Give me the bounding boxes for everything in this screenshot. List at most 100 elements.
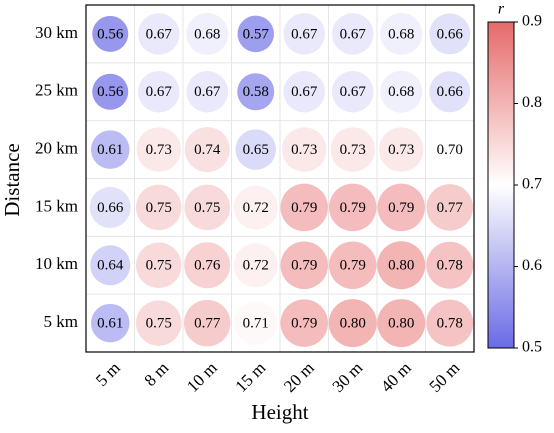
- cell-circle: [282, 127, 327, 172]
- colorbar-tick-label: 0.6: [522, 257, 542, 274]
- cell-label: 0.67: [146, 26, 173, 42]
- cell-label: 0.68: [194, 26, 220, 42]
- cell-label: 0.68: [388, 84, 414, 100]
- cell-circle: [283, 71, 325, 113]
- x-tick-label: 20 m: [280, 358, 318, 396]
- cell-label: 0.73: [340, 142, 366, 158]
- cell-circle: [283, 13, 325, 55]
- cell-circle: [332, 13, 374, 55]
- colorbar-tick-label: 0.7: [522, 176, 542, 193]
- cell-circle: [329, 241, 377, 289]
- cell-circle: [184, 127, 230, 173]
- cell-circle: [429, 13, 471, 55]
- plot-frame: [85, 4, 475, 353]
- cell-circle: [328, 299, 377, 348]
- y-axis-label: Distance: [0, 143, 24, 216]
- cell-label: 0.75: [146, 200, 172, 216]
- cell-circle: [233, 243, 278, 288]
- x-tick-label: 40 m: [377, 358, 415, 396]
- cell-circle: [138, 71, 180, 113]
- cell-label: 0.78: [437, 316, 463, 332]
- cell-label: 0.77: [437, 200, 464, 216]
- cell-circle: [329, 183, 377, 232]
- cell-circle: [237, 15, 274, 53]
- cell-label: 0.67: [291, 26, 318, 42]
- colorbar: [487, 21, 515, 349]
- colorbar-tick-label: 0.5: [522, 339, 542, 356]
- cell-label: 0.61: [97, 316, 123, 332]
- cell-label: 0.73: [146, 142, 172, 158]
- cell-label: 0.79: [291, 200, 317, 216]
- cell-label: 0.72: [243, 258, 269, 274]
- cell-circle: [330, 127, 375, 172]
- cell-label: 0.79: [388, 200, 414, 216]
- cell-circle: [184, 242, 231, 289]
- y-tick-label: 20 km: [35, 138, 78, 157]
- cell-label: 0.80: [388, 258, 414, 274]
- colorbar-label: r: [498, 1, 505, 18]
- cell-circle: [379, 127, 424, 172]
- cell-circle: [426, 184, 473, 231]
- cell-label: 0.79: [340, 258, 366, 274]
- cell-circle: [186, 12, 229, 55]
- cell-circle: [136, 184, 182, 231]
- cell-circle: [377, 183, 425, 232]
- cell-label: 0.72: [243, 200, 269, 216]
- cell-label: 0.61: [97, 142, 123, 158]
- cell-circle: [426, 241, 474, 289]
- x-tick-label: 15 m: [232, 358, 270, 396]
- cell-label: 0.68: [388, 26, 414, 42]
- colorbar-tick-label: 0.8: [522, 94, 542, 111]
- cell-circle: [380, 12, 423, 55]
- cell-circle: [235, 129, 276, 170]
- cell-circle: [90, 245, 131, 286]
- cell-label: 0.75: [146, 316, 172, 332]
- cell-label: 0.79: [340, 200, 366, 216]
- cell-circle: [91, 130, 130, 169]
- cell-label: 0.67: [340, 84, 367, 100]
- cell-label: 0.75: [146, 258, 172, 274]
- x-axis-label: Height: [251, 400, 308, 424]
- x-tick-label: 8 m: [141, 358, 173, 390]
- cell-circle: [234, 301, 278, 345]
- cell-circle: [332, 71, 374, 113]
- cell-label: 0.57: [243, 26, 270, 42]
- cell-circle: [233, 185, 278, 230]
- cell-circle: [280, 299, 328, 347]
- x-tick-label: 5 m: [92, 358, 124, 390]
- colorbar-tick-label: 0.9: [522, 13, 542, 30]
- cell-circle: [426, 299, 474, 347]
- cell-label: 0.64: [97, 258, 124, 274]
- cell-circle: [429, 71, 471, 113]
- cell-label: 0.66: [437, 26, 464, 42]
- y-tick-label: 10 km: [35, 254, 78, 273]
- cell-circle: [92, 73, 129, 110]
- cell-label: 0.80: [388, 316, 414, 332]
- cell-circle: [136, 127, 181, 172]
- cell-label: 0.65: [243, 142, 269, 158]
- cell-label: 0.77: [194, 316, 221, 332]
- cell-circle: [136, 242, 182, 288]
- cell-circle: [92, 15, 129, 52]
- x-tick-label: 30 m: [329, 358, 367, 396]
- cell-label: 0.67: [146, 84, 173, 100]
- cell-label: 0.71: [243, 316, 269, 332]
- cell-label: 0.74: [194, 142, 221, 158]
- y-tick-label: 5 km: [44, 312, 78, 331]
- cell-label: 0.76: [194, 258, 221, 274]
- cell-circle: [89, 186, 131, 228]
- cell-circle: [380, 70, 423, 113]
- cell-label: 0.66: [97, 200, 124, 216]
- cell-circle: [377, 241, 426, 290]
- cell-label: 0.73: [291, 142, 317, 158]
- cell-circle: [138, 13, 180, 55]
- cell-label: 0.58: [243, 84, 269, 100]
- cell-label: 0.75: [194, 200, 220, 216]
- cell-label: 0.67: [340, 26, 367, 42]
- cell-circle: [280, 241, 328, 289]
- cell-label: 0.66: [437, 84, 464, 100]
- cell-circle: [237, 73, 275, 111]
- cell-label: 0.78: [437, 258, 463, 274]
- cell-label: 0.73: [388, 142, 414, 158]
